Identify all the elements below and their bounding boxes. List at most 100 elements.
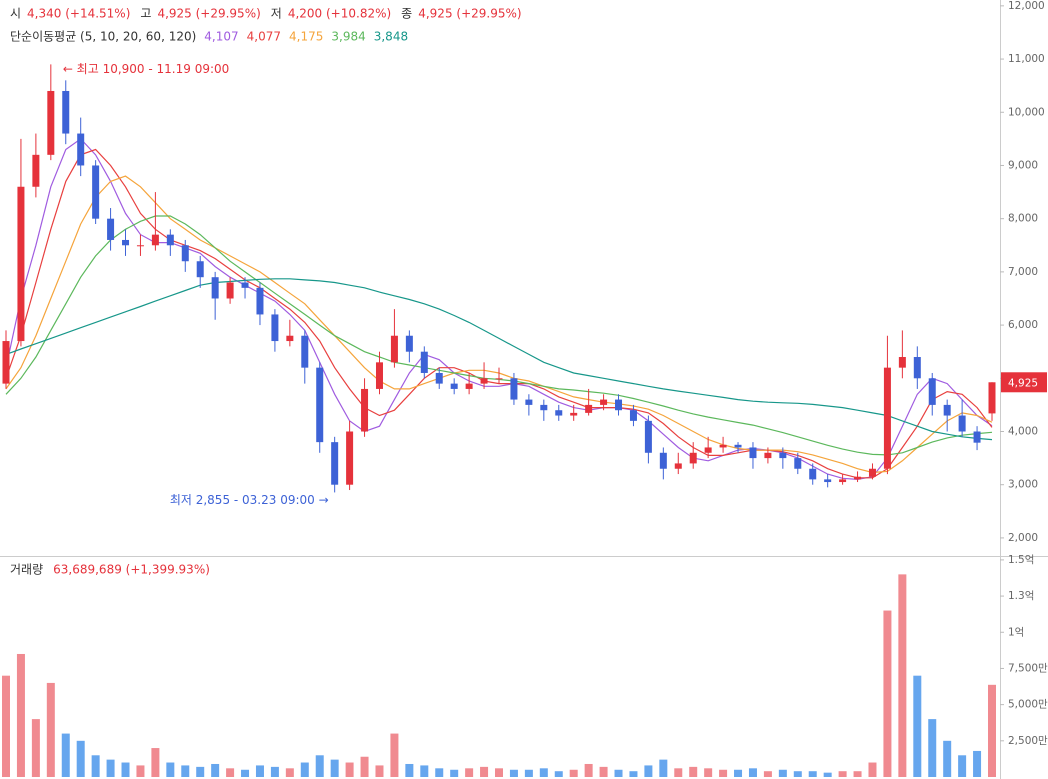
y-tick-label: 2,000 <box>1008 532 1038 544</box>
candle-body <box>868 468 876 477</box>
candle-body <box>659 452 667 469</box>
candle-body <box>122 239 130 246</box>
candle-body <box>809 468 817 480</box>
volume-bar <box>868 762 877 777</box>
candle-body <box>898 357 906 368</box>
candle-body <box>17 186 25 342</box>
candle-body <box>719 444 727 448</box>
volume-title: 거래량 <box>10 563 43 577</box>
candle-body <box>420 351 428 373</box>
candle-body <box>525 399 533 405</box>
volume-bar <box>2 675 10 777</box>
candle-body <box>928 378 936 405</box>
volume-bar <box>614 769 623 777</box>
ma-legend-value: 4,077 <box>247 30 281 44</box>
volume-bar <box>241 769 250 777</box>
volume-bar <box>166 762 175 777</box>
volume-bar <box>136 765 145 777</box>
candle-body <box>62 90 70 134</box>
volume-bar <box>928 719 937 777</box>
volume-bar <box>46 682 55 777</box>
candle-body <box>704 447 712 453</box>
volume-bar <box>405 763 414 777</box>
volume-bar <box>330 759 339 777</box>
candle-body <box>390 335 398 363</box>
volume-bar <box>808 771 817 777</box>
volume-bar <box>973 750 982 777</box>
y-tick-label: 1억 <box>1008 626 1024 638</box>
y-tick-label: 2,500만 <box>1008 735 1048 747</box>
candle-body <box>510 378 518 400</box>
candle-body <box>196 261 204 278</box>
candle-body <box>346 431 354 485</box>
ma-legend-value: 3,984 <box>331 30 365 44</box>
candle-body <box>465 383 473 389</box>
annotation: 최저 2,855 - 03.23 09:00 → <box>170 493 329 507</box>
candle-body <box>151 234 159 246</box>
volume-bar <box>151 748 160 777</box>
candle-body <box>361 388 369 432</box>
candle-body <box>211 277 219 299</box>
volume-bar <box>420 765 429 777</box>
candle-body <box>331 442 339 485</box>
volume-bar <box>91 755 100 777</box>
ma-legend-value: 3,848 <box>374 30 408 44</box>
candle-body <box>375 362 383 389</box>
volume-bar <box>480 766 489 777</box>
candle-body <box>107 218 115 240</box>
volume-bar <box>569 769 578 777</box>
volume-bar <box>435 768 444 777</box>
volume-bar <box>853 771 862 777</box>
candle-body <box>136 245 144 247</box>
candle-body <box>555 410 563 416</box>
volume-bar <box>31 719 40 777</box>
volume-bar <box>584 763 593 777</box>
volume-bar <box>255 765 264 777</box>
candle-body <box>2 341 10 384</box>
volume-bar <box>554 771 563 777</box>
y-tick-label: 10,000 <box>1008 106 1045 118</box>
volume-bar <box>270 766 279 777</box>
volume-bar <box>300 762 309 777</box>
volume-bar <box>375 765 384 777</box>
candle-body <box>32 154 40 187</box>
y-tick-label: 4,000 <box>1008 425 1038 437</box>
candle-body <box>166 234 174 246</box>
candle-body <box>570 412 578 416</box>
y-tick-label: 12,000 <box>1008 0 1045 12</box>
candle-body <box>854 476 862 480</box>
header-value: 4,340 (+14.51%) <box>27 7 130 21</box>
candle-body <box>540 404 548 411</box>
volume-bar <box>793 771 802 777</box>
candle-body <box>734 444 742 448</box>
candle-body <box>913 357 921 379</box>
candle-body <box>615 399 623 411</box>
candle-body <box>779 452 787 459</box>
volume-bar <box>539 768 548 777</box>
header-value: 4,925 (+29.95%) <box>157 7 260 21</box>
volume-bar <box>211 763 220 777</box>
candle-body <box>271 314 279 342</box>
y-tick-label: 3,000 <box>1008 479 1038 491</box>
y-tick-label: 6,000 <box>1008 319 1038 331</box>
candle-body <box>839 479 847 483</box>
price-tag-label: 4,925 <box>1008 377 1038 389</box>
candle-body <box>435 372 443 384</box>
candle-body <box>77 133 85 166</box>
volume-bar <box>988 684 996 777</box>
volume-bar <box>823 772 832 777</box>
volume-bar <box>674 768 683 777</box>
volume-bar <box>465 768 474 777</box>
y-tick-label: 5,000만 <box>1008 699 1048 711</box>
volume-bar <box>838 771 847 777</box>
candle-body <box>824 479 832 483</box>
volume-bar <box>450 769 459 777</box>
volume-bar <box>689 766 698 777</box>
volume-bar <box>76 740 85 777</box>
header-label: 시 <box>10 7 21 21</box>
header-label: 고 <box>140 7 151 21</box>
candle-body <box>644 420 652 453</box>
ma-line <box>5 278 993 441</box>
volume-bar <box>883 610 892 777</box>
